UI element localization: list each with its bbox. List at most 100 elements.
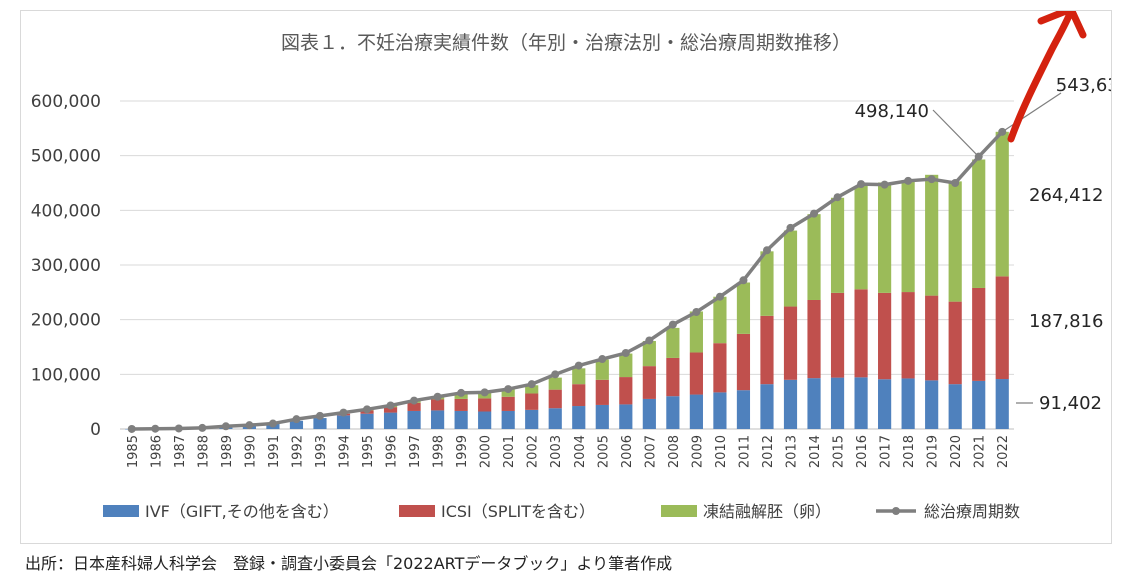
total-point	[127, 424, 136, 433]
bar-segment	[478, 398, 492, 412]
total-point	[645, 336, 654, 345]
x-tick-label: 1995	[361, 435, 376, 468]
total-point	[739, 276, 748, 285]
x-tick-label: 2010	[714, 435, 729, 468]
bar-segment	[995, 131, 1009, 277]
total-point	[386, 401, 395, 410]
total-point	[410, 396, 419, 405]
total-point	[198, 423, 207, 432]
total-line	[131, 130, 1004, 431]
bar-segment	[925, 174, 939, 296]
bar-segment	[760, 315, 774, 385]
bar-segment	[595, 379, 609, 405]
bar-segment	[807, 299, 821, 379]
total-point	[951, 179, 960, 187]
bar-segment	[478, 411, 492, 429]
total-point	[504, 385, 513, 394]
x-tick-label: 2017	[879, 435, 894, 468]
bar-segment	[572, 406, 586, 429]
bar-segment	[642, 340, 656, 367]
total-point	[268, 419, 277, 428]
bar-segment	[525, 385, 539, 394]
bar-segment	[901, 292, 915, 379]
bar-segment	[878, 379, 892, 429]
x-tick-label: 2015	[832, 435, 847, 468]
total-point	[833, 193, 842, 202]
x-tick-label: 1990	[243, 435, 258, 468]
bar-segment	[878, 182, 892, 293]
x-tick-label: 1994	[338, 435, 353, 468]
x-tick-label: 1992	[290, 435, 305, 468]
bar-segment	[666, 396, 680, 429]
bar-segment	[407, 402, 421, 411]
bar-segment	[783, 306, 798, 380]
bar-segment	[619, 353, 633, 378]
legend-label: ICSI（SPLITを含む）	[441, 502, 595, 521]
bar-segment	[760, 251, 774, 316]
bar-segment	[713, 343, 727, 393]
source-note: 出所：日本産科婦人科学会 登録・調査小委員会「2022ARTデータブック」より筆…	[25, 554, 673, 573]
bar-segment	[830, 197, 845, 293]
annotation-label: 264,412	[1029, 185, 1103, 206]
legend-label: 総治療周期数	[924, 502, 1020, 521]
x-tick-label: 1991	[267, 435, 282, 468]
red-arrow-shaft	[1007, 11, 1075, 143]
total-point	[245, 421, 254, 430]
x-tick-label: 2019	[926, 435, 941, 468]
red-arrow-head	[1037, 11, 1087, 39]
x-tick-label: 2001	[502, 435, 517, 468]
x-tick-label: 2018	[902, 435, 917, 468]
bar-segment	[548, 408, 562, 429]
bar-segment	[925, 380, 939, 429]
total-point	[692, 308, 701, 317]
x-tick-label: 1989	[220, 435, 235, 468]
bar-segment	[666, 357, 680, 397]
bar-segment	[901, 179, 915, 293]
total-point	[715, 292, 724, 301]
bar-segment	[972, 380, 986, 429]
bar-segment	[454, 398, 468, 411]
bar-segment	[548, 377, 562, 390]
bar-segment	[736, 333, 751, 391]
x-tick-label: 2007	[643, 435, 658, 468]
total-point	[221, 422, 230, 431]
x-tick-label: 2014	[808, 435, 823, 468]
bar-segment	[313, 418, 327, 429]
total-point	[151, 424, 160, 433]
total-point	[339, 408, 348, 417]
total-point	[457, 388, 466, 397]
total-point	[551, 370, 560, 379]
bar-segment	[454, 410, 468, 429]
total-point	[880, 180, 889, 189]
x-tick-label: 1987	[173, 435, 188, 468]
legend-swatch	[661, 505, 697, 517]
x-tick-label: 2016	[855, 435, 870, 468]
x-tick-label: 2022	[996, 435, 1011, 468]
annotation-label: 187,816	[1029, 311, 1103, 332]
x-tick-label: 1985	[126, 435, 141, 468]
bar-segment	[713, 392, 727, 429]
x-tick-label: 2000	[479, 435, 494, 468]
bar-segment	[383, 412, 398, 429]
bar-segment	[878, 292, 892, 380]
bar-segment	[807, 214, 821, 300]
stacked-bar-chart: 図表１．不妊治療実績件数（年別・治療法別・総治療周期数推移） 0 100,000 20…	[31, 11, 1111, 521]
bar-segment	[689, 311, 703, 353]
total-point	[762, 246, 771, 255]
x-tick-label: 1996	[385, 435, 400, 468]
bar-segment	[854, 377, 868, 429]
bar-segment	[360, 413, 374, 429]
bar-segment	[854, 289, 868, 378]
bar-segment	[501, 396, 515, 411]
total-point	[527, 380, 536, 389]
x-tick-label: 2011	[737, 435, 752, 468]
bar-segment	[336, 415, 351, 429]
total-point	[668, 320, 677, 329]
y-tick-label: 600,000	[31, 92, 101, 112]
bar-segment	[736, 390, 751, 429]
bar-segment	[431, 410, 445, 429]
bar-segment	[642, 366, 656, 399]
x-tick-label: 1993	[314, 435, 329, 468]
x-tick-label: 1986	[149, 435, 164, 468]
bar-segment	[995, 276, 1009, 380]
